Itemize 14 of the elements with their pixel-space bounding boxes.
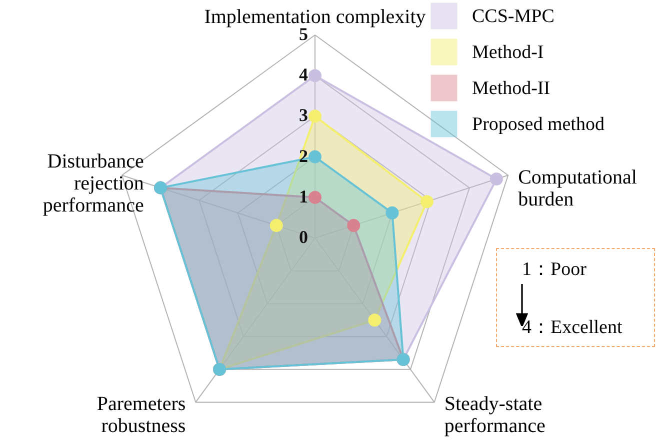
legend-label: Method-I — [472, 42, 544, 63]
y-tick-label: 3 — [299, 105, 308, 126]
y-tick-label: 0 — [299, 227, 308, 247]
y-tick-label: 1 — [299, 186, 308, 206]
spoke-label: Disturbance rejection performance — [42, 150, 144, 216]
legend-label: Method-II — [472, 78, 550, 99]
spoke-label: Paremeters robustness — [96, 393, 186, 438]
text: 1：Poor — [522, 258, 586, 282]
legend-label: CCS-MPC — [472, 6, 554, 27]
text: 4：Excellent — [522, 316, 622, 340]
y-tick-label: 4 — [299, 64, 308, 85]
spoke-label: Steady-state performance — [444, 393, 546, 438]
legend-label: Proposed method — [472, 114, 605, 135]
spoke-label: Computational burden — [518, 166, 638, 210]
